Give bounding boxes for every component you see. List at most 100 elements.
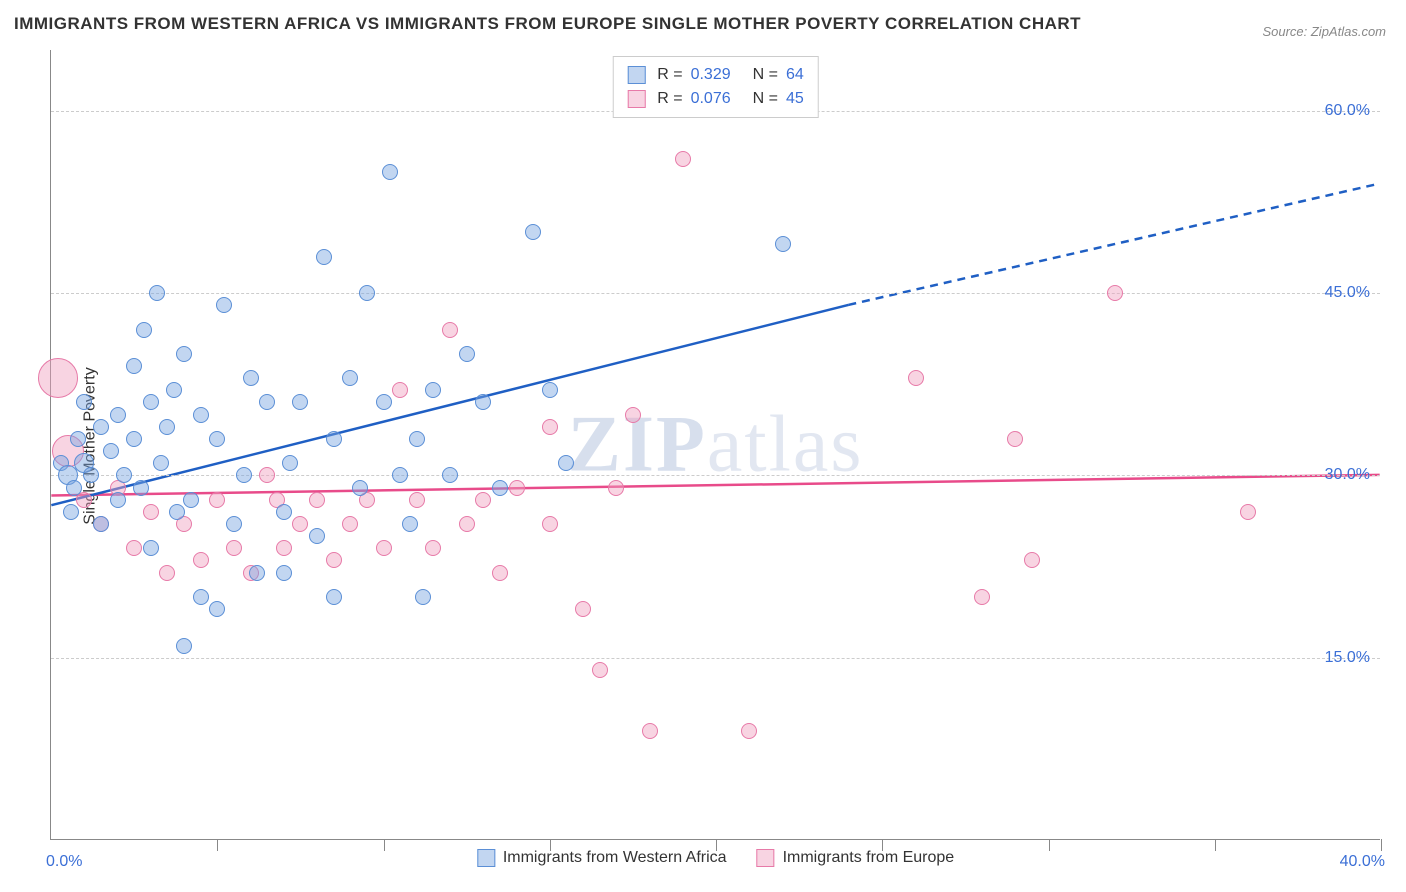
scatter-point-eu bbox=[276, 540, 292, 556]
scatter-point-wa bbox=[376, 394, 392, 410]
scatter-point-eu bbox=[675, 151, 691, 167]
scatter-point-wa bbox=[159, 419, 175, 435]
scatter-point-wa bbox=[176, 638, 192, 654]
scatter-point-wa bbox=[442, 467, 458, 483]
scatter-point-wa bbox=[70, 431, 86, 447]
scatter-point-wa bbox=[525, 224, 541, 240]
scatter-point-wa bbox=[226, 516, 242, 532]
scatter-point-eu bbox=[425, 540, 441, 556]
scatter-point-eu bbox=[908, 370, 924, 386]
chart-plot-area: ZIPatlas R = 0.329 N = 64 R = 0.076 N = … bbox=[50, 50, 1380, 840]
scatter-point-eu bbox=[741, 723, 757, 739]
scatter-point-eu bbox=[309, 492, 325, 508]
scatter-point-wa bbox=[775, 236, 791, 252]
scatter-point-eu bbox=[143, 504, 159, 520]
scatter-point-wa bbox=[143, 540, 159, 556]
scatter-point-wa bbox=[459, 346, 475, 362]
y-tick-label: 60.0% bbox=[1325, 102, 1370, 120]
scatter-point-wa bbox=[276, 565, 292, 581]
scatter-point-eu bbox=[974, 589, 990, 605]
scatter-point-eu bbox=[625, 407, 641, 423]
scatter-point-eu bbox=[1107, 285, 1123, 301]
scatter-point-wa bbox=[558, 455, 574, 471]
scatter-point-eu bbox=[292, 516, 308, 532]
swatch-western-africa bbox=[477, 849, 495, 867]
scatter-point-wa bbox=[209, 601, 225, 617]
scatter-point-wa bbox=[326, 431, 342, 447]
scatter-point-wa bbox=[342, 370, 358, 386]
scatter-point-wa bbox=[392, 467, 408, 483]
scatter-point-wa bbox=[276, 504, 292, 520]
scatter-point-wa bbox=[83, 467, 99, 483]
scatter-point-eu bbox=[475, 492, 491, 508]
scatter-point-wa bbox=[63, 504, 79, 520]
scatter-point-eu bbox=[459, 516, 475, 532]
r-label: R = bbox=[657, 87, 682, 111]
swatch-western-africa bbox=[627, 66, 645, 84]
gridline-h bbox=[51, 293, 1380, 294]
scatter-point-wa bbox=[236, 467, 252, 483]
x-tick bbox=[882, 839, 883, 851]
legend-row-eu: R = 0.076 N = 45 bbox=[627, 87, 804, 111]
scatter-point-eu bbox=[392, 382, 408, 398]
scatter-point-eu bbox=[209, 492, 225, 508]
scatter-point-wa bbox=[309, 528, 325, 544]
chart-title: IMMIGRANTS FROM WESTERN AFRICA VS IMMIGR… bbox=[14, 14, 1081, 34]
scatter-point-eu bbox=[226, 540, 242, 556]
legend-bottom: Immigrants from Western Africa Immigrant… bbox=[477, 849, 954, 867]
scatter-point-eu bbox=[38, 358, 78, 398]
scatter-point-wa bbox=[110, 492, 126, 508]
scatter-point-wa bbox=[425, 382, 441, 398]
r-value-eu: 0.076 bbox=[691, 87, 731, 111]
legend-row-wa: R = 0.329 N = 64 bbox=[627, 63, 804, 87]
scatter-point-eu bbox=[509, 480, 525, 496]
scatter-point-wa bbox=[183, 492, 199, 508]
scatter-point-wa bbox=[216, 297, 232, 313]
scatter-point-wa bbox=[76, 394, 92, 410]
scatter-point-wa bbox=[415, 589, 431, 605]
scatter-point-wa bbox=[116, 467, 132, 483]
scatter-point-wa bbox=[149, 285, 165, 301]
scatter-point-wa bbox=[209, 431, 225, 447]
scatter-point-wa bbox=[352, 480, 368, 496]
x-tick bbox=[1049, 839, 1050, 851]
scatter-point-wa bbox=[136, 322, 152, 338]
y-tick-label: 45.0% bbox=[1325, 284, 1370, 302]
y-tick-label: 30.0% bbox=[1325, 466, 1370, 484]
scatter-point-eu bbox=[326, 552, 342, 568]
x-tick bbox=[1381, 839, 1382, 851]
scatter-point-wa bbox=[316, 249, 332, 265]
source-label: Source: ZipAtlas.com bbox=[1262, 24, 1386, 39]
scatter-point-wa bbox=[153, 455, 169, 471]
scatter-point-wa bbox=[492, 480, 508, 496]
legend-item-wa: Immigrants from Western Africa bbox=[477, 849, 727, 867]
scatter-point-wa bbox=[93, 419, 109, 435]
scatter-point-wa bbox=[103, 443, 119, 459]
scatter-point-wa bbox=[243, 370, 259, 386]
scatter-point-wa bbox=[166, 382, 182, 398]
swatch-europe bbox=[757, 849, 775, 867]
scatter-point-wa bbox=[93, 516, 109, 532]
scatter-point-wa bbox=[409, 431, 425, 447]
scatter-point-wa bbox=[143, 394, 159, 410]
scatter-point-eu bbox=[126, 540, 142, 556]
scatter-point-wa bbox=[282, 455, 298, 471]
x-tick bbox=[217, 839, 218, 851]
scatter-point-eu bbox=[1240, 504, 1256, 520]
x-axis-max-label: 40.0% bbox=[1340, 853, 1385, 871]
scatter-point-eu bbox=[159, 565, 175, 581]
scatter-point-wa bbox=[359, 285, 375, 301]
legend-item-eu: Immigrants from Europe bbox=[757, 849, 955, 867]
r-value-wa: 0.329 bbox=[691, 63, 731, 87]
x-tick bbox=[550, 839, 551, 851]
scatter-point-eu bbox=[1024, 552, 1040, 568]
scatter-point-wa bbox=[326, 589, 342, 605]
legend-label-eu: Immigrants from Europe bbox=[783, 849, 955, 867]
n-label: N = bbox=[753, 87, 778, 111]
scatter-point-eu bbox=[409, 492, 425, 508]
scatter-point-wa bbox=[193, 589, 209, 605]
swatch-europe bbox=[627, 90, 645, 108]
x-tick bbox=[1215, 839, 1216, 851]
x-axis-min-label: 0.0% bbox=[46, 853, 82, 871]
scatter-point-eu bbox=[442, 322, 458, 338]
